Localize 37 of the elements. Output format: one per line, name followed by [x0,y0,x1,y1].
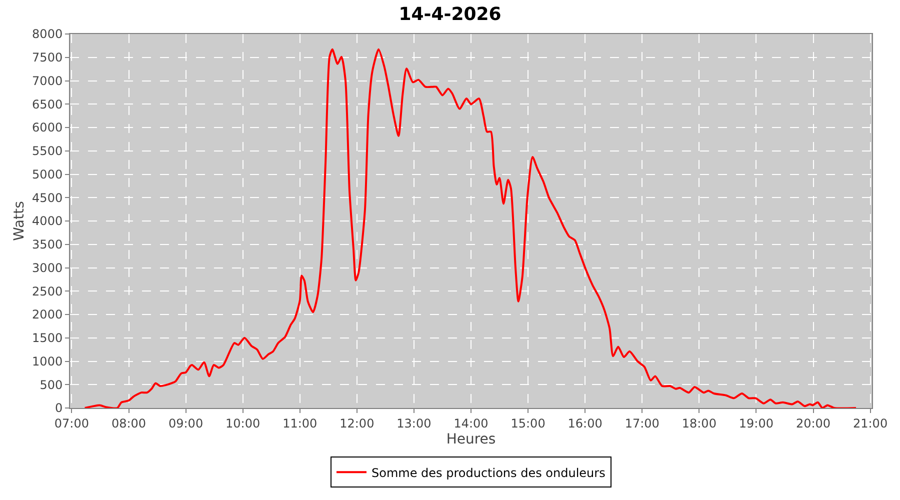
y-tick-label: 2000 [32,308,63,322]
x-tick-label: 17:00 [624,416,660,430]
y-tick-label: 3500 [32,238,63,252]
y-tick-label: 4500 [32,190,63,205]
line-series [84,48,858,408]
y-axis-title: Watts [12,201,28,241]
x-tick-label: 12:00 [340,416,374,430]
y-tick-label: 1500 [32,331,63,346]
y-tick-label: 5500 [32,144,63,158]
y-tick-label: 0 [54,401,63,416]
y-tick-label: 500 [40,378,63,392]
legend-label: Somme des productions des onduleurs [372,466,606,480]
x-tick-label: 09:00 [168,416,204,430]
x-tick-label: 14:00 [454,416,488,430]
x-tick-label: 18:00 [682,416,716,430]
y-tick-label: 1000 [32,354,63,368]
x-tick-label: 13:00 [396,416,432,430]
x-tick-label: 16:00 [568,416,602,430]
y-tick-label: 5000 [32,167,63,182]
x-tick-label: 20:00 [796,416,831,430]
chart-title: 14-4-2026 [398,4,502,26]
y-tick-label: 7500 [32,50,63,65]
x-tick-label: 19:00 [738,416,774,430]
y-tick-label: 6000 [32,120,63,135]
y-tick-label: 4000 [32,214,63,228]
x-tick-label: 07:00 [54,416,90,430]
x-tick-label: 10:00 [226,416,260,430]
x-tick-label: 21:00 [852,416,888,430]
x-tick-label: 15:00 [510,416,546,430]
y-tick-label: 2500 [32,284,63,298]
y-tick-label: 8000 [32,27,63,42]
x-axis-title: Heures [446,432,496,448]
x-tick-label: 08:00 [111,416,146,430]
y-tick-label: 6500 [32,97,63,112]
x-tick-label: 11:00 [282,416,318,430]
y-tick-label: 3000 [32,260,63,275]
y-tick-label: 7000 [32,74,63,88]
